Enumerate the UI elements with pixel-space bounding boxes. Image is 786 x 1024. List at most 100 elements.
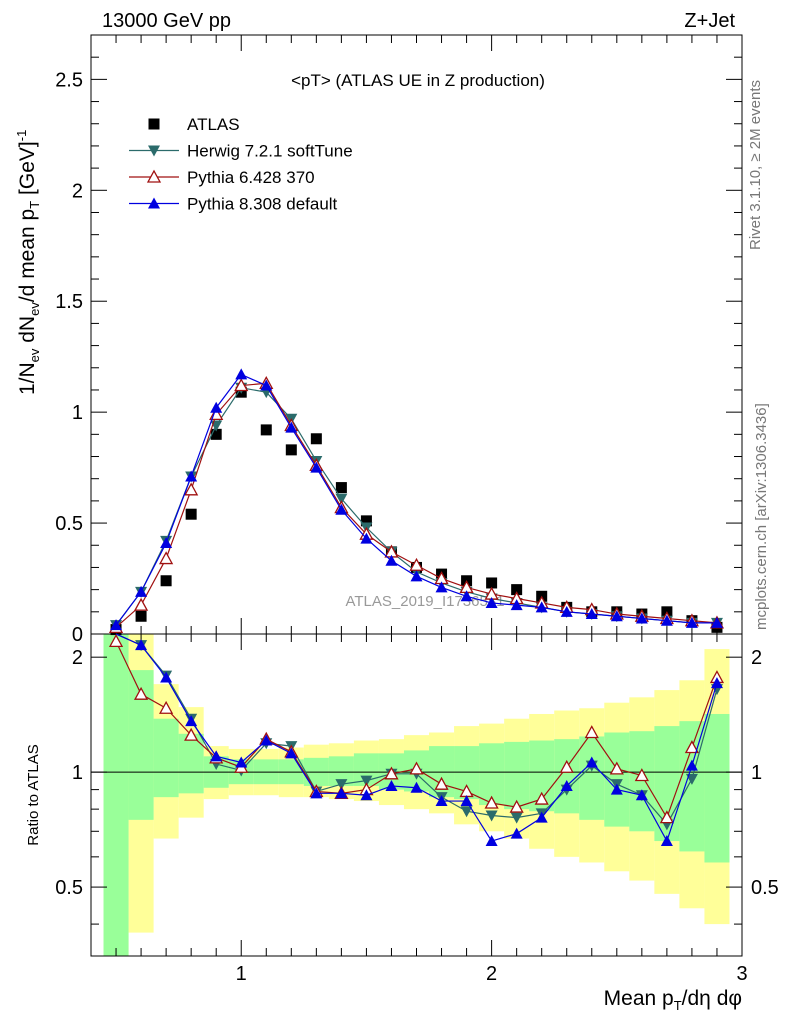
axis-ticks [90,34,743,956]
legend-marker [148,145,160,157]
data-point [610,610,623,622]
ratio-point [360,789,373,801]
data-point [185,470,198,482]
data-point [184,482,199,496]
y-axis-label: 1/Nev dNev/d mean pT [GeV]-1 [14,130,42,395]
mcplots-label: mcplots.cern.ch [arXiv:1306.3436] [753,403,770,630]
ratio-point [485,835,498,847]
data-point [685,616,698,628]
data-point [435,581,448,593]
data-point [360,515,372,527]
ratio-point [360,775,373,787]
data-point [210,401,223,413]
legend-label: Herwig 7.2.1 softTune [187,142,353,161]
data-point [185,508,197,520]
data-point [410,570,423,582]
x-tick-label: 2 [486,963,497,985]
y-tick-label: 1.5 [55,291,83,313]
legend-label: Pythia 6.428 370 [187,168,315,187]
data-point [710,616,723,628]
y-tick-label: 0 [72,624,83,646]
ratio-point [384,766,399,780]
data-point [235,368,248,380]
x-tick-label: 3 [736,963,747,985]
ratio-point [160,671,173,683]
ratio-y-tick-label-left: 0.5 [55,877,83,899]
ratio-point [509,799,524,813]
data-point [385,554,398,566]
ratio-series-2 [115,633,723,847]
ratio-point [335,779,348,791]
green-band-bin [579,736,605,820]
ratio-point [685,773,698,785]
ratio-point [133,686,149,700]
ratio-point [184,727,199,741]
axis-tick-labels: 1 2 3 0 0.5 1 1.5 2 2.5 0.5 0.5 1 1 2 2 [55,69,779,985]
data-point [285,444,297,456]
series-line [115,373,717,626]
ratio-point [609,761,624,775]
ratio-y-tick-label-right: 2 [751,647,762,669]
green-band-bin [704,713,730,863]
green-band-bin [479,743,505,806]
data-point [110,619,123,631]
series-line [115,387,717,626]
chart-title: <pT> (ATLAS UE in Z production) [291,71,545,90]
data-point [133,597,149,611]
green-band-bin [554,739,580,814]
y-tick-label: 1 [72,402,83,424]
ratio-point [235,756,248,768]
data-point [485,596,498,608]
ratio-point [159,700,174,714]
ratio-uncertainty-bands [103,634,730,956]
data-point [260,379,273,391]
series-3 [110,368,723,631]
ratio-point [635,789,648,801]
main-series [108,368,725,636]
data-point [511,584,523,596]
ratio-point [510,812,523,824]
y-tick-label: 2 [72,180,83,202]
legend-marker [146,169,162,183]
data-point [210,428,222,440]
ratio-point [409,761,424,775]
ratio-point [410,781,423,793]
ratio-point [335,787,348,799]
legend-label: ATLAS [187,115,240,134]
ratio-point [485,810,498,822]
ratio-y-tick-label-left: 2 [72,647,83,669]
data-point [360,532,373,544]
data-point [285,421,298,433]
ratio-y-tick-label-right: 1 [751,762,762,784]
green-band-bin [504,741,530,810]
ratio-series [108,633,725,847]
ratio-y-axis-label: Ratio to ATLAS [25,744,42,845]
y-tick-label: 0.5 [55,513,83,535]
green-band-bin [103,634,129,956]
green-band-bin [178,733,204,794]
svg-text:1/Nev dNev/d mean pT [GeV]-1: 1/Nev dNev/d mean pT [GeV]-1 [14,130,42,395]
legend: ATLAS Herwig 7.2.1 softTune Pythia 6.428 3… [129,115,353,214]
legend-label: Pythia 8.308 default [187,195,338,214]
data-point [335,503,348,515]
ratio-point [534,791,549,805]
ratio-point [584,725,599,739]
ratio-point [185,715,198,727]
ratio-point [535,811,548,823]
ratio-point [585,756,598,768]
data-point [486,577,498,589]
ratio-point [434,776,449,790]
ratio-point [559,759,574,773]
ratio-point [685,759,698,771]
ratio-point [660,835,673,847]
data-point [635,612,648,624]
data-point [560,605,573,617]
ratio-point [135,639,148,651]
ratio-point [385,779,398,791]
legend-marker [148,197,160,209]
x-axis-label: Mean pT/dη dφ [604,987,742,1013]
ratio-point [260,734,273,746]
header-right: Z+Jet [684,10,735,32]
ratio-y-tick-label-right: 0.5 [751,877,779,899]
